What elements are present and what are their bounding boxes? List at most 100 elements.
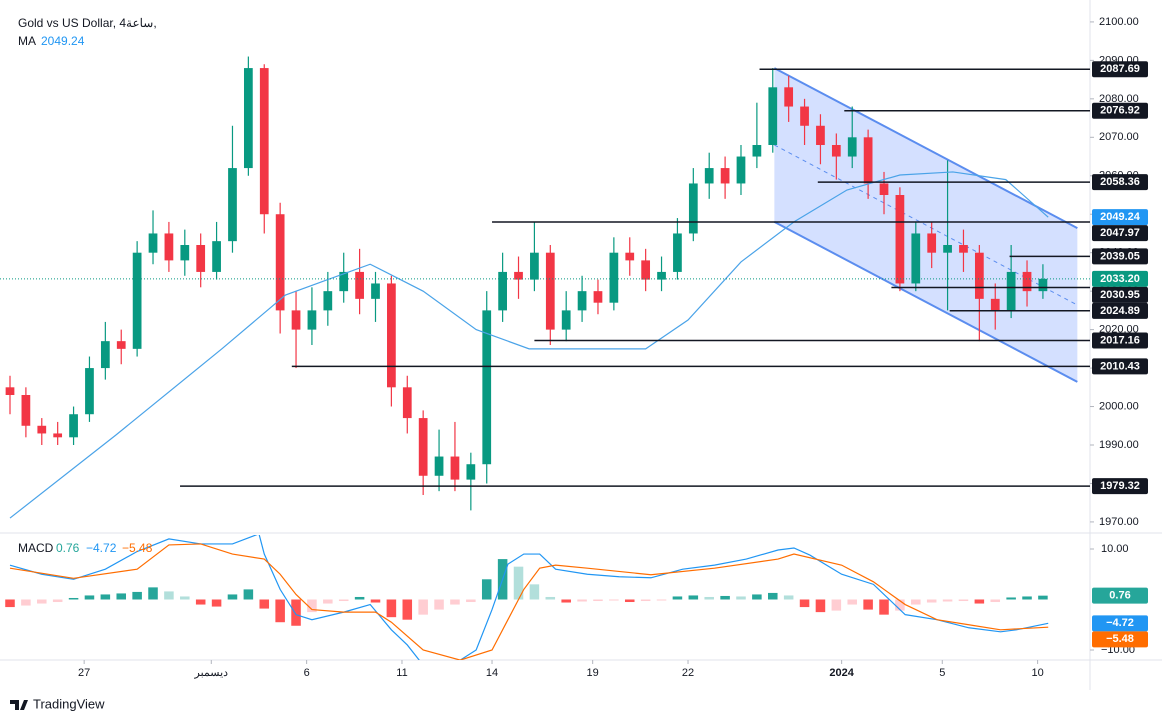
candle-body (243, 68, 253, 169)
candle-body (673, 233, 682, 272)
price-label-box (1092, 102, 1148, 119)
x-tick-label: 6 (304, 667, 310, 679)
price-label-box (1092, 209, 1148, 226)
macd-histogram-bar (418, 599, 428, 615)
macd-histogram-bar (68, 597, 79, 600)
x-tick-label: 22 (682, 667, 694, 679)
candle-body (593, 291, 603, 303)
candle-body (355, 271, 364, 299)
y-tick-label: 2020.00 (1099, 324, 1139, 336)
candle-body (625, 252, 635, 261)
macd-pane (5, 535, 1049, 660)
macd-histogram-bar (593, 599, 603, 602)
candle-body (752, 145, 762, 157)
macd-histogram-bar (1006, 597, 1016, 600)
chart-title: Gold vs US Dollar, 4ساعة, (18, 16, 157, 30)
price-label-box (1092, 248, 1148, 265)
price-label-box (1092, 587, 1148, 604)
macd-histogram-bar (52, 599, 63, 603)
macd-histogram-bar (609, 599, 619, 601)
ma-line (9, 171, 1049, 519)
macd-histogram-bar (370, 599, 381, 603)
ma-legend-name: MA (18, 34, 36, 48)
price-label: 2017.16 (1100, 334, 1140, 346)
candle-body (5, 387, 15, 395)
x-tick-label: 19 (587, 667, 599, 679)
macd-histogram-bar (640, 599, 651, 602)
candle-body (418, 418, 428, 476)
candle-body (784, 87, 794, 107)
price-label: 2030.95 (1100, 289, 1140, 301)
ma-legend-value: 2049.24 (41, 34, 85, 48)
macd-histogram-bar (1038, 595, 1048, 600)
candle-body (959, 245, 968, 253)
macd-histogram-bar (100, 594, 111, 600)
macd-histogram-bar (672, 596, 683, 600)
candle-body (275, 214, 285, 311)
x-tick-label: 5 (939, 667, 945, 679)
price-label: 2058.36 (1100, 176, 1140, 188)
candle-body (387, 283, 396, 388)
macd-histogram-bar (704, 596, 714, 600)
macd-histogram-bar (5, 599, 15, 608)
macd-histogram-bar (466, 599, 476, 603)
x-tick-label: 14 (486, 667, 498, 679)
candle-body (943, 245, 952, 253)
price-label: 2033.20 (1100, 273, 1140, 285)
candle-body (339, 271, 349, 292)
channel-lower (773, 221, 1078, 383)
candle-body (927, 233, 937, 253)
macd-histogram-bar (561, 599, 571, 603)
x-tick-label: 27 (78, 667, 90, 679)
macd-histogram-bar (688, 595, 699, 600)
macd-legend-hist: 0.76 (56, 541, 80, 555)
candle-body (831, 145, 841, 157)
candle-body (657, 271, 666, 280)
watermark: TradingView (33, 696, 105, 711)
macd-histogram-bar (752, 594, 762, 600)
macd-histogram-bar (577, 599, 587, 602)
price-label-box (1092, 61, 1148, 78)
price-label: 0.76 (1109, 590, 1130, 602)
y-tick-label: 2000.00 (1099, 400, 1139, 412)
price-label: 2024.89 (1100, 305, 1140, 317)
candle-body (974, 252, 984, 299)
macd-histogram-bar (211, 599, 222, 607)
macd-histogram-bar (84, 595, 95, 600)
candle-body (514, 271, 523, 280)
candle-body (132, 252, 142, 349)
macd-histogram-bar (656, 599, 667, 601)
macd-histogram-bar (481, 579, 492, 600)
price-label-box (1092, 358, 1148, 375)
macd-legend-name: MACD (18, 541, 54, 555)
candle-body (69, 414, 78, 438)
candle-body (768, 87, 778, 145)
candle-body (863, 137, 873, 184)
macd-line (9, 535, 1049, 660)
candle-body (577, 291, 587, 311)
price-label: −5.48 (1106, 633, 1134, 645)
candle-body (180, 245, 190, 261)
channel-upper (773, 67, 1078, 229)
candle-body (100, 341, 110, 369)
price-label-box (1092, 286, 1148, 303)
candle-body (1038, 278, 1048, 292)
macd-histogram-bar (1022, 596, 1032, 600)
x-tick-label: ديسمبر (194, 667, 229, 679)
candle-body (402, 387, 412, 419)
macd-histogram-bar (323, 599, 333, 604)
y-tick-label: 2100.00 (1099, 16, 1139, 28)
channel-mid (774, 144, 1078, 306)
candle-body (85, 368, 94, 415)
macd-histogram-bar (529, 584, 540, 600)
macd-histogram-bar (195, 599, 206, 605)
candle-body (545, 252, 555, 330)
macd-histogram-bar (720, 595, 730, 600)
macd-histogram-bar (847, 599, 857, 605)
price-label-box (1092, 270, 1148, 287)
candle-body (21, 395, 31, 426)
candle-body (228, 168, 237, 242)
candle-body (434, 456, 444, 476)
candle-body (688, 183, 698, 234)
y-tick-label: 1990.00 (1099, 439, 1139, 451)
